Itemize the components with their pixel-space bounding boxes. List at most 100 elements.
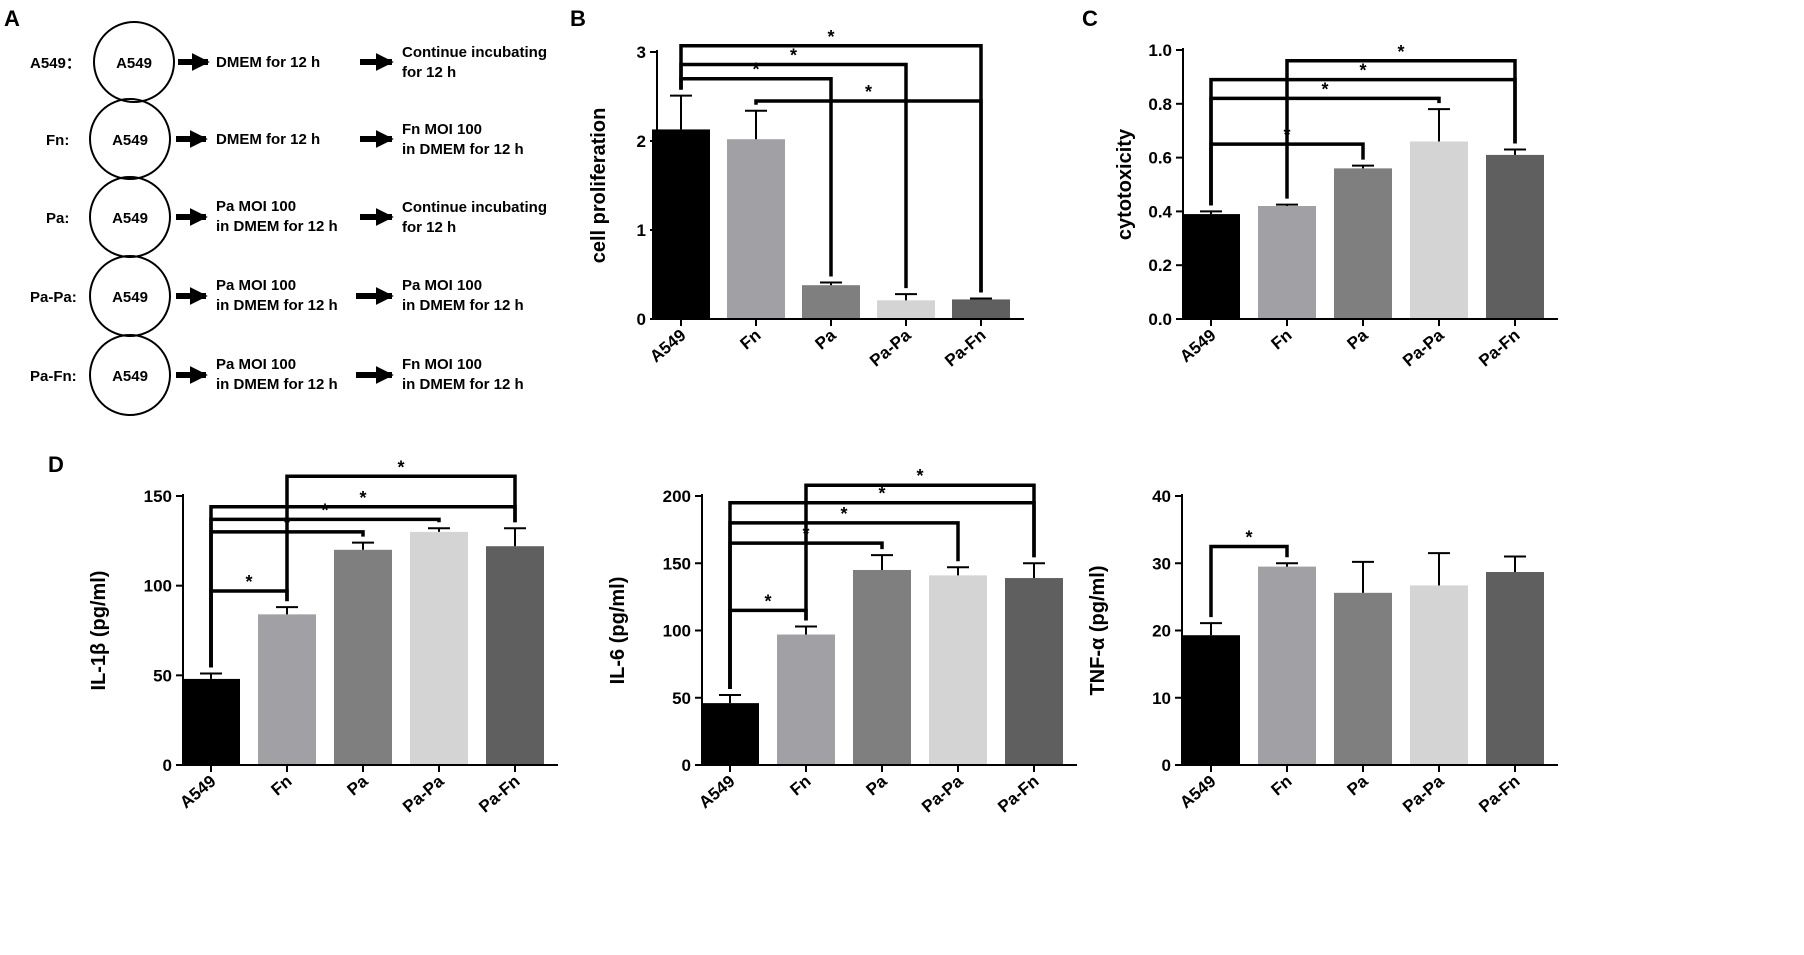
- y-tick-label: 2: [637, 132, 646, 151]
- significance-star: *: [878, 484, 885, 504]
- step2-line: for 12 h: [402, 219, 456, 236]
- y-tick-label: 0: [682, 756, 691, 775]
- step2-text: Continue incubating for 12 h: [402, 44, 551, 81]
- step2-line: in DMEM for 12 h: [402, 297, 524, 314]
- y-tick-label: 1: [637, 221, 646, 240]
- y-axis-title: TNF-α (pg/ml): [1087, 565, 1109, 695]
- cell-circle-label: A549: [116, 55, 152, 72]
- significance-star: *: [840, 504, 847, 524]
- significance-star: *: [1321, 79, 1328, 99]
- significance-star: *: [790, 45, 797, 65]
- x-tick-label-pa: Pa: [1343, 771, 1372, 799]
- step2-line: in DMEM for 12 h: [402, 141, 524, 158]
- y-tick-label: 0.2: [1148, 256, 1172, 275]
- significance-bracket: [679, 62, 908, 289]
- significance-star: *: [397, 457, 404, 477]
- significance-star: *: [359, 488, 366, 508]
- step1-line: in DMEM for 12 h: [216, 376, 338, 393]
- x-tick-label-pa-pa: Pa-Pa: [1399, 325, 1448, 370]
- y-tick-label: 0: [1162, 756, 1171, 775]
- step1-line: Pa MOI 100: [216, 198, 296, 215]
- bar-pa: [853, 569, 911, 765]
- x-tick-label-pa-pa: Pa-Pa: [1399, 771, 1448, 816]
- bar-pa-pa: [1410, 141, 1468, 319]
- step1-line: Pa MOI 100: [216, 356, 296, 373]
- significance-star: *: [752, 60, 759, 80]
- cell-circle-label: A549: [112, 132, 148, 149]
- y-tick-label: 1.0: [1148, 41, 1172, 60]
- x-tick-label-fn: Fn: [267, 772, 295, 800]
- chart-tnf-a: 0 10 20 30 40 A549 Fn Pa Pa-Pa Pa-Fn TNF-α (pg/ml)…: [1087, 487, 1558, 816]
- significance-star: *: [916, 466, 923, 486]
- y-tick-label: 100: [663, 622, 691, 641]
- step1-text: DMEM for 12 h: [216, 131, 320, 148]
- y-tick-label: 0: [637, 310, 646, 329]
- significance-bracket: [804, 483, 1036, 621]
- step1-text: Pa MOI 100 in DMEM for 12 h: [216, 198, 338, 235]
- bar-pa: [802, 285, 860, 319]
- chart-cytotoxicity: 0.0 0.2 0.4 0.6 0.8 1.0 A549 Fn Pa Pa-Pa Pa-Fn cyto…: [1114, 41, 1558, 370]
- bar-pa-fn: [1486, 571, 1544, 765]
- bar-a549: [1182, 214, 1240, 319]
- y-tick-label: 10: [1152, 689, 1171, 708]
- panel-label-a: A: [4, 6, 20, 31]
- bar-pa-pa: [410, 531, 468, 765]
- x-tick-label-a549: A549: [1176, 326, 1219, 367]
- step2-line: Continue incubating: [402, 199, 547, 216]
- x-tick-label-pa-fn: Pa-Fn: [941, 326, 989, 371]
- significance-bracket: [1209, 544, 1289, 618]
- bar-fn: [258, 614, 316, 765]
- step2-line: Continue incubating: [402, 44, 547, 61]
- y-tick-label: 100: [144, 577, 172, 596]
- significance-bracket: [1209, 96, 1441, 206]
- schematic-row: Fn: A549 DMEM for 12 h Fn MOI 100 in DME…: [46, 98, 524, 180]
- significance-star: *: [865, 82, 872, 102]
- x-tick-label-fn: Fn: [786, 772, 814, 800]
- bar-a549: [701, 703, 759, 765]
- bar-a549: [1182, 635, 1240, 765]
- step2-line: for 12 h: [402, 64, 456, 81]
- chart-cell-proliferation: 0 1 2 3 A549 Fn Pa Pa-Pa Pa-Fn cell proliferation…: [588, 27, 1024, 371]
- step1-line: DMEM for 12 h: [216, 54, 320, 71]
- step1-line: in DMEM for 12 h: [216, 218, 338, 235]
- x-tick-label-pa-fn: Pa-Fn: [1475, 326, 1523, 371]
- step1-text: Pa MOI 100 in DMEM for 12 h: [216, 277, 338, 314]
- y-axis-title: cytotoxicity: [1114, 128, 1136, 240]
- y-tick-label: 0: [163, 756, 172, 775]
- y-axis-title: IL-1β (pg/ml): [88, 571, 110, 691]
- bar-pa-fn: [1486, 154, 1544, 319]
- x-tick-label-pa-fn: Pa-Fn: [1475, 772, 1523, 817]
- bar-pa-fn: [486, 546, 544, 765]
- panel-label-b: B: [570, 6, 586, 31]
- x-tick-label-pa-pa: Pa-Pa: [866, 325, 915, 370]
- significance-bracket: [209, 517, 441, 668]
- step1-line: Pa MOI 100: [216, 277, 296, 294]
- step1-line: in DMEM for 12 h: [216, 297, 338, 314]
- cell-circle: [89, 98, 171, 180]
- chart-il-1b: 0 50 100 150 A549 Fn Pa Pa-Pa Pa-Fn IL-1β (pg/ml)…: [88, 457, 558, 816]
- significance-star: *: [1245, 527, 1252, 547]
- significance-star: *: [827, 27, 834, 47]
- x-tick-label-pa: Pa: [343, 771, 372, 799]
- panel-label-d: D: [48, 452, 64, 477]
- x-tick-label-pa-pa: Pa-Pa: [399, 771, 448, 816]
- step2-line: Fn MOI 100: [402, 356, 482, 373]
- schematic-row: A549： A549 DMEM for 12 h Continue incuba…: [30, 21, 551, 103]
- step2-line: Fn MOI 100: [402, 121, 482, 138]
- cell-circle: [89, 334, 171, 416]
- x-tick-label-pa: Pa: [862, 771, 891, 799]
- schematic-row-label: Fn:: [46, 132, 69, 149]
- significance-bracket: [285, 474, 517, 602]
- significance-star: *: [1359, 61, 1366, 81]
- schematic-row-label: Pa-Fn:: [30, 368, 77, 385]
- bar-pa-pa: [877, 300, 935, 319]
- y-tick-label: 20: [1152, 622, 1171, 641]
- x-tick-label-fn: Fn: [1267, 326, 1295, 354]
- schematic-panel: A549： A549 DMEM for 12 h Continue incuba…: [30, 21, 551, 416]
- step2-text: Pa MOI 100 in DMEM for 12 h: [402, 277, 524, 314]
- schematic-row-label: A549：: [30, 55, 81, 72]
- y-tick-label: 0.4: [1148, 202, 1172, 221]
- y-tick-label: 150: [144, 487, 172, 506]
- y-tick-label: 40: [1152, 487, 1171, 506]
- y-tick-label: 50: [672, 689, 691, 708]
